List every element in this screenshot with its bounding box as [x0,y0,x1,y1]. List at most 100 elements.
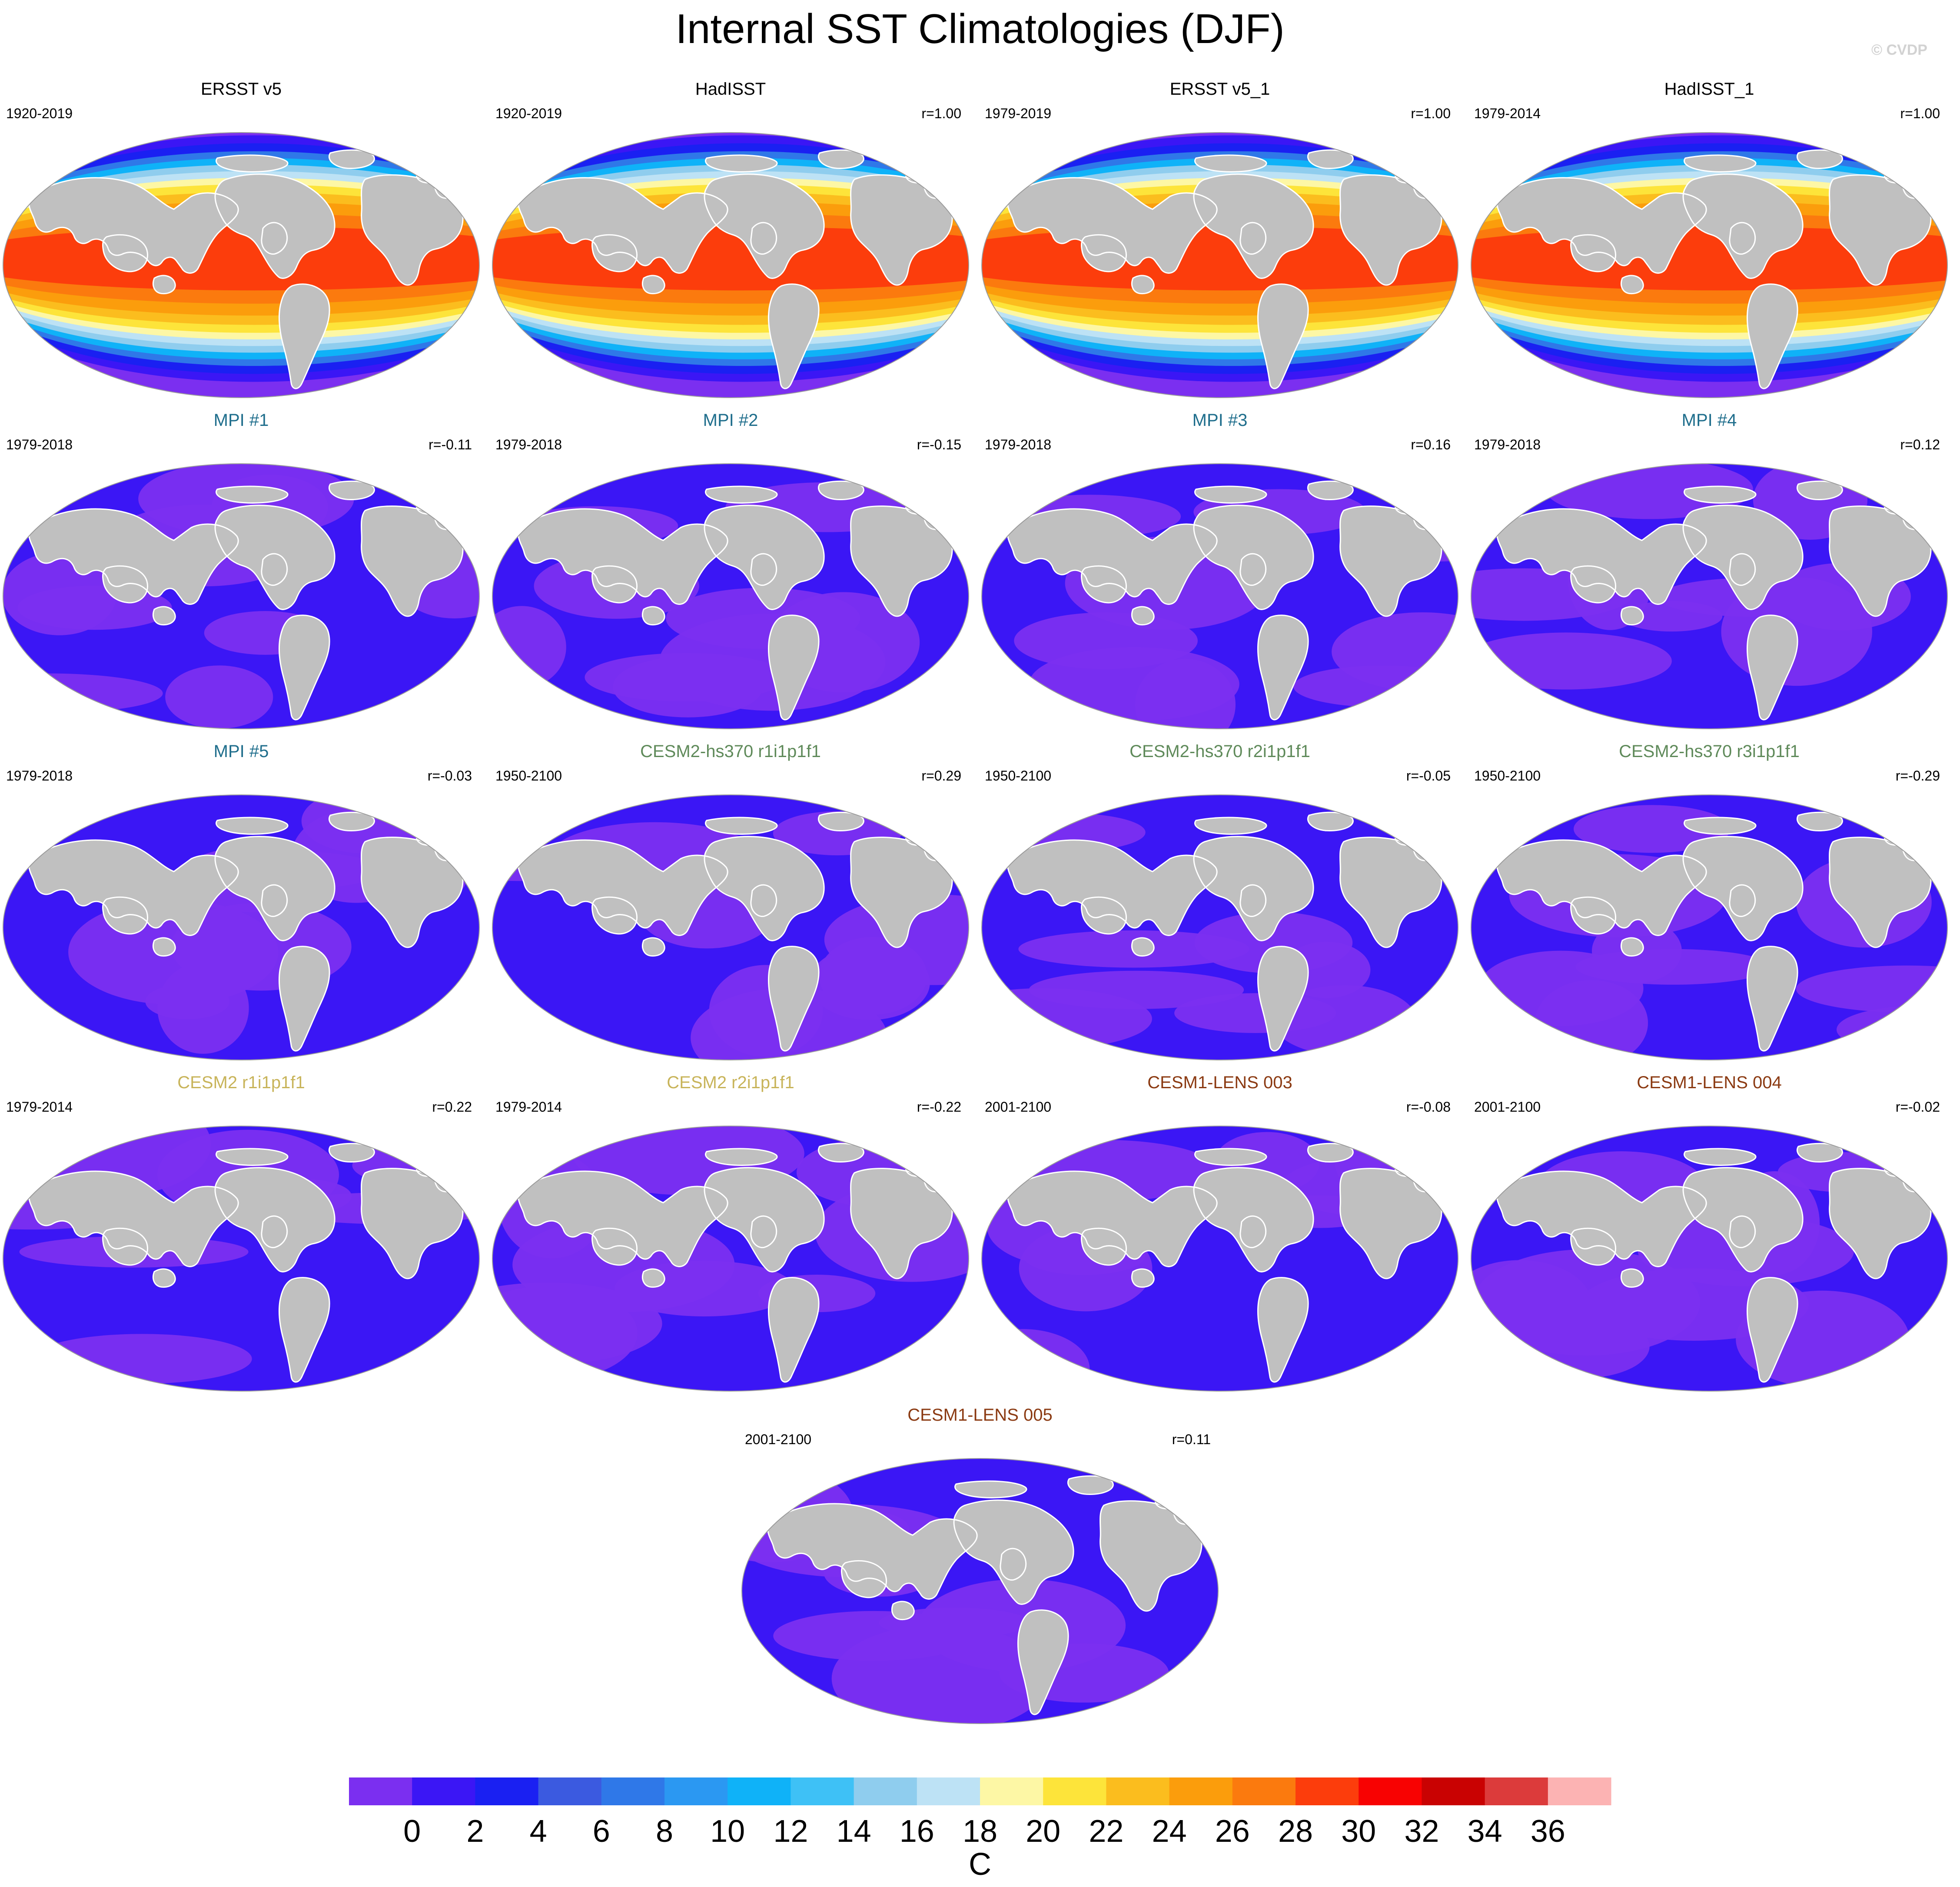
map-panel: CESM2-hs370 r1i1p1f1 1950-2100 r=0.29 [489,734,972,1064]
anomaly-patch [1573,805,1731,853]
colorbar-bin [601,1777,665,1805]
map-svg [492,132,969,398]
panel-correlation: r=0.29 [921,768,961,784]
colorbar-tick-label: 6 [593,1814,610,1849]
panel-correlation: r=-0.15 [917,437,961,452]
anomaly-patch [1332,612,1458,691]
panel-title: CESM1-LENS 004 [1637,1073,1782,1092]
colorbar-tick-label: 26 [1215,1814,1250,1849]
sst-field [1471,464,1947,729]
map-panel: CESM2 r1i1p1f1 1979-2014 r=0.22 [0,1065,482,1395]
anomaly-patch [165,665,273,729]
map-border [492,132,969,398]
panel-title: HadISST_1 [1664,80,1754,99]
panel-correlation: r=-0.08 [1406,1099,1451,1115]
map-border [981,1126,1458,1392]
map-svg [1471,132,1948,398]
panel-correlation: r=0.11 [1172,1432,1211,1447]
panel-title: HadISST [695,80,766,99]
colorbar-tick-label: 34 [1468,1814,1502,1849]
panel-correlation: r=1.00 [1900,106,1940,121]
map-panel: MPI #3 1979-2018 r=0.16 [979,403,1461,733]
panel-years: 2001-2100 [985,1099,1052,1115]
map-panel: CESM1-LENS 004 2001-2100 r=-0.02 [1468,1065,1950,1395]
map-svg [3,463,480,729]
colorbar-bin [980,1777,1043,1805]
map-border [3,794,480,1060]
panel-years: 1920-2019 [6,106,73,121]
map-border [492,463,969,729]
map-svg [1471,463,1948,729]
panel-years: 2001-2100 [1474,1099,1541,1115]
map-border [492,794,969,1060]
map-panel: CESM2 r2i1p1f1 1979-2014 r=-0.22 [489,1065,972,1395]
sst-field [1471,133,1947,398]
colorbar-tick-label: 32 [1404,1814,1439,1849]
map-border [741,1458,1219,1724]
panel-title: CESM2 r1i1p1f1 [177,1073,305,1092]
colorbar: 0 2 4 6 8 10 12 14 16 18 20 22 24 26 28 30 32 34 36C [349,1777,1611,1882]
panel-title: MPI #4 [1681,411,1737,430]
sst-field [492,464,969,729]
panel-years: 1979-2014 [6,1099,73,1115]
panel-correlation: r=1.00 [921,106,961,121]
panel-years: 1979-2018 [1474,437,1541,452]
panel-correlation: r=0.12 [1900,437,1940,452]
map-panel: ERSST v5 1920-2019 [0,72,482,402]
panel-correlation: r=0.16 [1411,437,1451,452]
map-panel: MPI #4 1979-2018 r=0.12 [1468,403,1950,733]
map-border [3,463,480,729]
anomaly-patch [809,945,930,1020]
map-border [1471,794,1948,1060]
panel-years: 1950-2100 [495,768,562,784]
panel-years: 1950-2100 [985,768,1052,784]
panel-years: 1979-2014 [495,1099,562,1115]
map-border [981,463,1458,729]
sst-field [492,133,969,398]
panel-title: MPI #3 [1192,411,1248,430]
map-svg [3,132,480,398]
colorbar-bin [1043,1777,1106,1805]
map-border [1471,463,1948,729]
panel-correlation: r=-0.05 [1406,768,1451,784]
map-svg [1471,794,1948,1060]
map-border [981,132,1458,398]
colorbar-bin [412,1777,475,1805]
map-panel: CESM2-hs370 r2i1p1f1 1950-2100 r=-0.05 [979,734,1461,1064]
anomaly-patch [773,1611,975,1661]
map-svg [741,1458,1219,1724]
colorbar-bin [917,1777,980,1805]
panel-years: 1979-2019 [985,106,1052,121]
colorbar-units-label: C [969,1847,991,1882]
colorbar-tick-label: 28 [1278,1814,1313,1849]
panel-years: 1979-2018 [985,437,1052,452]
map-svg [492,463,969,729]
colorbar-tick-label: 24 [1152,1814,1187,1849]
map-svg [981,794,1458,1060]
panel-years: 1979-2018 [6,437,73,452]
panel-years: 1979-2018 [495,437,562,452]
sst-field [742,1458,1218,1724]
panel-years: 2001-2100 [745,1432,812,1447]
map-svg [3,1126,480,1392]
sst-field [1471,1126,1947,1391]
map-border [1471,132,1948,398]
map-svg [492,1126,969,1392]
anomaly-patch [492,1282,662,1365]
map-svg [981,1126,1458,1392]
colorbar-tick-label: 12 [773,1814,808,1849]
sst-field [982,133,1458,398]
anomaly-patch [1471,632,1672,690]
panel-title: CESM2 r2i1p1f1 [667,1073,794,1092]
panel-title: MPI #2 [703,411,758,430]
panel-correlation: r=-0.03 [427,768,472,784]
colorbar-tick-label: 8 [656,1814,673,1849]
map-border [3,1126,480,1392]
colorbar-tick-label: 10 [710,1814,745,1849]
panel-title: CESM1-LENS 005 [907,1405,1053,1425]
colorbar-bin [475,1777,539,1805]
map-panel: CESM1-LENS 003 2001-2100 r=-0.08 [979,1065,1461,1395]
colorbar-bin [1232,1777,1296,1805]
colorbar-bin [349,1777,412,1805]
colorbar-tick-label: 18 [963,1814,997,1849]
